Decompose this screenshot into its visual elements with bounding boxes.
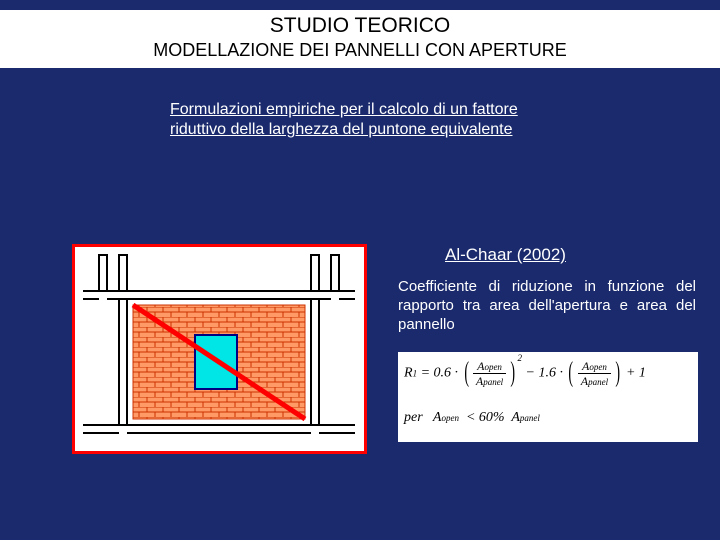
rparen1: ) [511,362,516,384]
eq-end: + 1 [626,366,646,381]
page-subtitle: MODELLAZIONE DEI PANNELLI CON APERTURE [0,40,720,61]
page-title: STUDIO TEORICO [0,14,720,38]
panel-diagram [72,244,367,454]
frac2: Aopen Apanel [578,360,611,387]
reference-label: Al-Chaar (2002) [445,245,566,265]
lparen2: ( [569,362,574,384]
formula-condition: per Aopen < 60% Apanel [404,410,540,426]
eq-part1: = 0.6 · [421,366,458,381]
formula-box: R1 = 0.6 · ( Aopen Apanel )2 − 1.6 · ( A… [398,352,698,442]
cond-apanel: A [511,410,520,425]
eq-mid: − 1.6 · [526,366,563,381]
cond-lt: < 60% [466,410,505,425]
sup2: 2 [518,353,523,363]
rparen2: ) [615,362,620,384]
formula-r1: R1 = 0.6 · ( Aopen Apanel )2 − 1.6 · ( A… [404,360,646,387]
sym-R: R [404,366,413,381]
intro-text: Formulazioni empiriche per il calcolo di… [170,100,570,140]
header-band: STUDIO TEORICO MODELLAZIONE DEI PANNELLI… [0,10,720,68]
intro-underline: Formulazioni empiriche per il calcolo di… [170,101,518,138]
description-text: Coefficiente di riduzione in funzione de… [398,278,696,334]
lparen1: ( [464,362,469,384]
frac1: Aopen Apanel [473,360,506,387]
sub-1: 1 [413,369,418,379]
cond-pre: per [404,410,423,425]
panel-svg [75,247,364,451]
